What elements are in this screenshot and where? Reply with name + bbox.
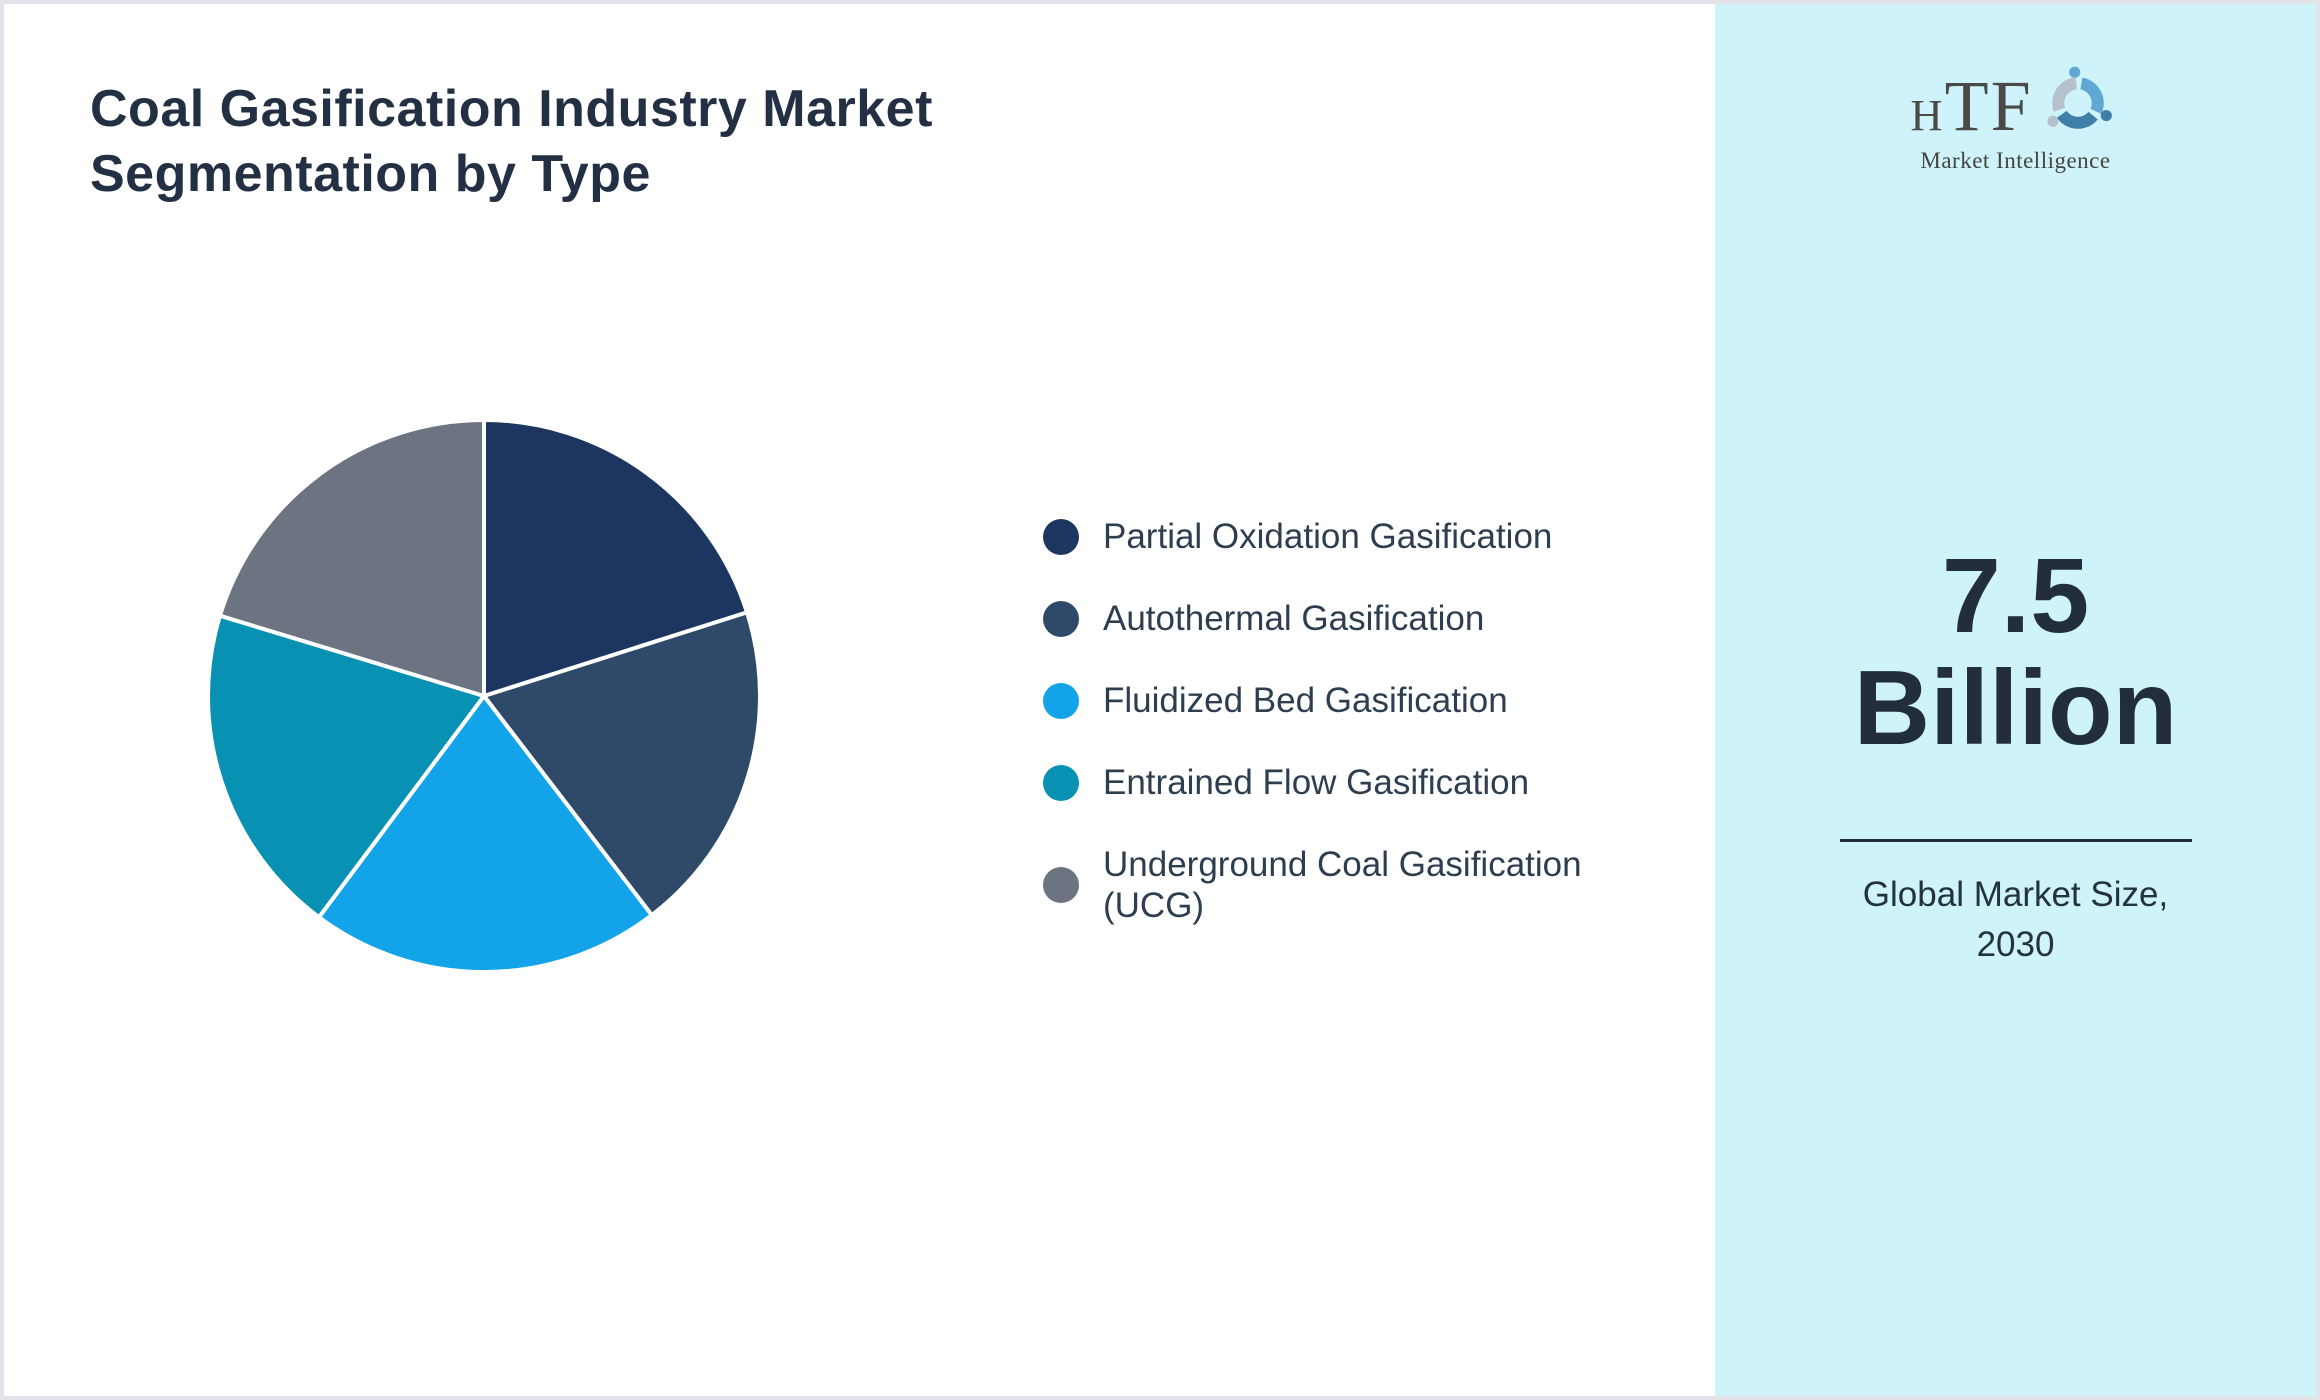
legend: Partial Oxidation Gasification Autotherm… bbox=[1043, 516, 1663, 926]
divider-line bbox=[1839, 839, 2192, 842]
stat-caption: Global Market Size, 2030 bbox=[1715, 870, 2316, 970]
brand-acronym: HTF bbox=[1910, 66, 2033, 146]
stat-unit: Billion bbox=[1853, 649, 2178, 767]
stat-value: 7.5 bbox=[1941, 537, 2090, 655]
pie-slice[interactable] bbox=[217, 418, 486, 698]
legend-item-autothermal[interactable]: Autothermal Gasification bbox=[1043, 598, 1663, 639]
legend-marker-circle-icon bbox=[1043, 764, 1079, 801]
main-panel: Coal Gasification Industry Market Segmen… bbox=[4, 4, 1715, 1396]
legend-marker-circle-icon bbox=[1043, 600, 1079, 637]
legend-item-fluidized-bed[interactable]: Fluidized Bed Gasification bbox=[1043, 680, 1663, 721]
stat-caption-line1: Global Market Size, bbox=[1862, 875, 2169, 914]
brand-logo-row: HTF bbox=[1910, 66, 2120, 146]
legend-item-entrained-flow[interactable]: Entrained Flow Gasification bbox=[1043, 762, 1663, 803]
legend-marker-circle-icon bbox=[1043, 682, 1079, 719]
legend-item-partial-oxidation[interactable]: Partial Oxidation Gasification bbox=[1043, 516, 1663, 557]
legend-marker-circle-icon bbox=[1043, 867, 1079, 903]
brand-logo: HTF Market Intelligence bbox=[1715, 66, 2316, 174]
legend-label: Partial Oxidation Gasification bbox=[1103, 517, 1553, 556]
pie-chart-svg bbox=[206, 418, 762, 974]
page-title-line1: Coal Gasification Industry Market bbox=[90, 79, 933, 138]
sidebar: HTF Market Intelligence bbox=[1715, 4, 2316, 1396]
legend-item-underground-ucg[interactable]: Underground Coal Gasification (UCG) bbox=[1043, 844, 1663, 926]
legend-marker-circle-icon bbox=[1043, 518, 1079, 555]
page-title: Coal Gasification Industry Market Segmen… bbox=[90, 77, 933, 207]
legend-label: Underground Coal Gasification (UCG) bbox=[1103, 845, 1582, 925]
legend-label: Fluidized Bed Gasification bbox=[1103, 681, 1508, 720]
pie-slice[interactable] bbox=[206, 613, 486, 920]
page-title-line2: Segmentation by Type bbox=[90, 144, 651, 203]
stat-caption-line2: 2030 bbox=[1976, 925, 2055, 964]
htf-swirl-logo-icon bbox=[2047, 66, 2112, 129]
pie-slice[interactable] bbox=[482, 610, 762, 918]
pie-slice[interactable] bbox=[316, 694, 654, 974]
legend-label: Autothermal Gasification bbox=[1103, 599, 1485, 638]
legend-label: Entrained Flow Gasification bbox=[1103, 763, 1530, 802]
pie-chart bbox=[205, 417, 763, 975]
market-size-stat: 7.5 Billion bbox=[1715, 540, 2316, 764]
brand-subtitle: Market Intelligence bbox=[1920, 148, 2111, 173]
pie-slice[interactable] bbox=[482, 418, 750, 698]
